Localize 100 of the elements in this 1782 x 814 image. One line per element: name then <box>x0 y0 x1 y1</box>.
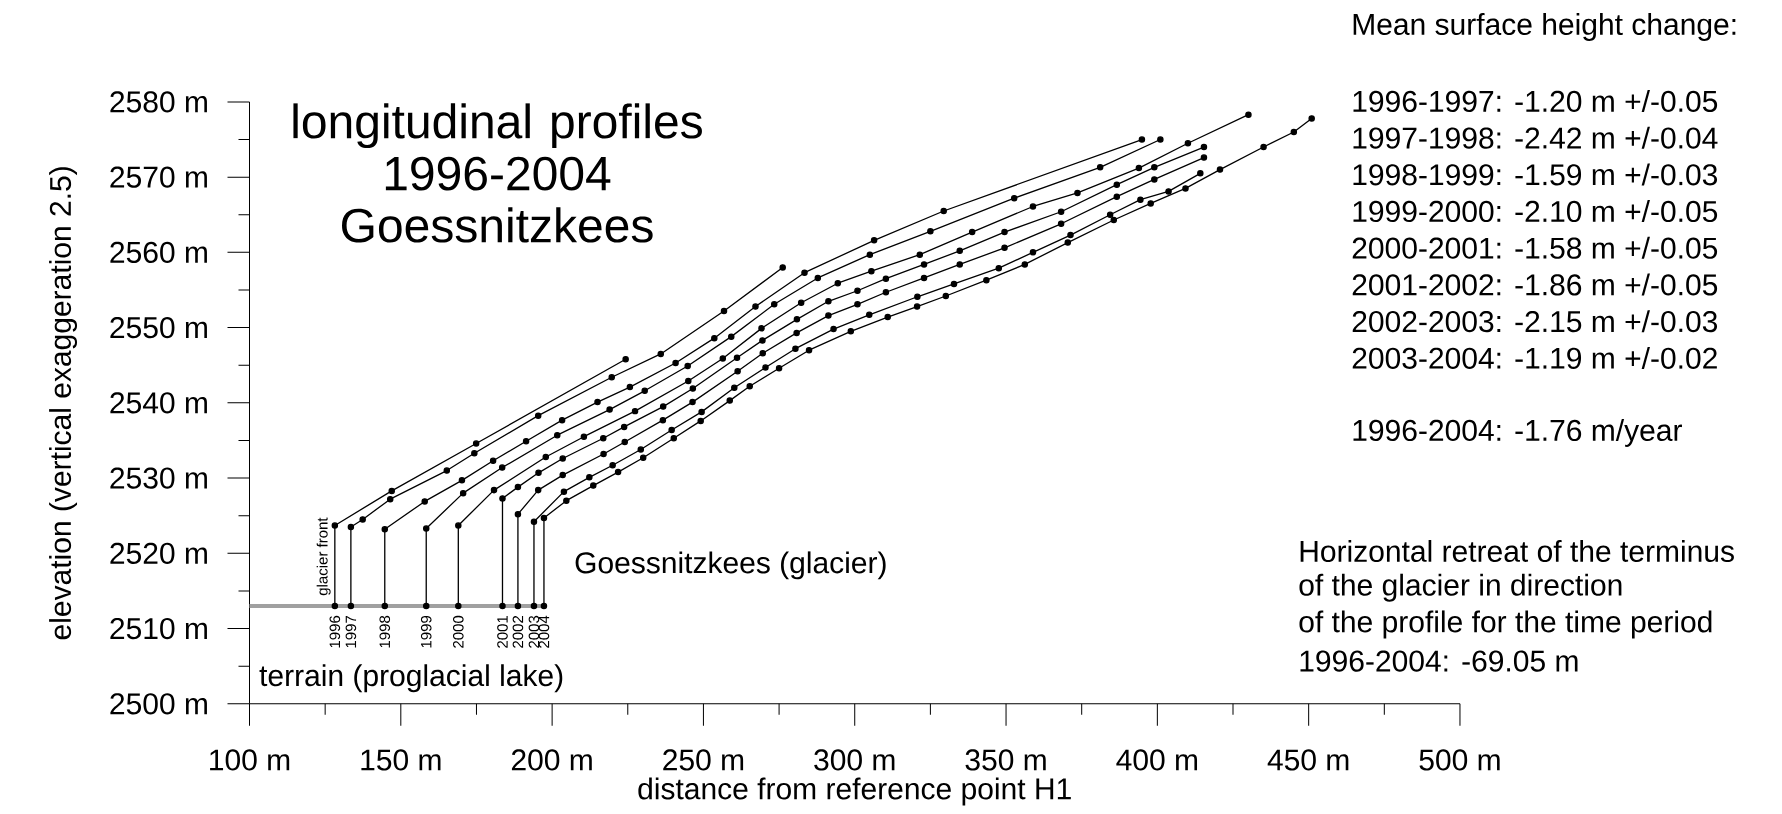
point <box>868 267 875 275</box>
annotation: 1997-1998: -2.42 m +/-0.04 <box>1353 126 1718 149</box>
point <box>825 312 832 319</box>
point <box>347 523 355 531</box>
point <box>920 261 928 268</box>
point <box>734 368 741 375</box>
annotation: of the profile for the time period <box>1299 610 1712 639</box>
x-tick-label: 200 m <box>511 749 592 771</box>
point <box>458 477 466 484</box>
point <box>600 450 607 458</box>
annotation: 2000-2001: -1.58 m +/-0.05 <box>1352 236 1718 259</box>
point <box>719 355 727 362</box>
point <box>942 292 950 300</box>
point <box>759 337 766 344</box>
text: 2001 <box>497 615 508 648</box>
text: longitudinal profiles 1996-2004 Goessnitzkees <box>293 103 702 243</box>
point <box>388 487 395 495</box>
point <box>608 374 615 381</box>
point <box>759 349 766 357</box>
point <box>728 333 735 340</box>
point <box>697 417 704 425</box>
point <box>620 423 628 431</box>
point <box>499 602 506 610</box>
point <box>631 407 639 415</box>
annotation: 1999-2000: -2.10 m +/-0.05 <box>1353 200 1718 223</box>
point <box>359 516 366 523</box>
point <box>637 446 645 453</box>
point <box>331 522 339 529</box>
text: 1999 <box>420 615 432 648</box>
point <box>731 384 738 392</box>
x-tick-label: 500 m <box>1419 749 1500 771</box>
y-tick-label: 2520 m <box>110 542 207 564</box>
point <box>940 207 947 215</box>
point <box>1308 115 1315 122</box>
point <box>498 464 506 471</box>
point <box>657 350 665 358</box>
y-tick-label: 2530 m <box>110 467 207 489</box>
x-axis-title: distance from reference point H1 <box>638 777 1071 806</box>
point <box>950 280 958 288</box>
point <box>1138 136 1146 143</box>
point <box>1216 166 1224 173</box>
point <box>522 437 530 445</box>
point <box>995 264 1003 272</box>
annotation: Horizontal retreat of the terminus <box>1300 539 1734 563</box>
point <box>422 525 430 532</box>
point <box>920 274 928 282</box>
point <box>770 301 778 308</box>
point <box>866 311 873 319</box>
point <box>1001 228 1008 236</box>
point <box>421 498 428 505</box>
point <box>641 387 648 395</box>
point <box>746 383 753 390</box>
point <box>775 364 783 372</box>
point <box>1106 211 1114 218</box>
text: 2000 <box>452 615 464 648</box>
point <box>1151 164 1158 171</box>
point <box>805 346 813 354</box>
point <box>559 471 566 479</box>
point <box>685 377 692 385</box>
point <box>1110 216 1118 224</box>
point <box>983 276 990 284</box>
point <box>1147 200 1154 207</box>
point <box>490 486 498 494</box>
point <box>535 469 542 477</box>
point <box>600 434 607 442</box>
point <box>659 416 667 424</box>
point <box>733 354 741 361</box>
point <box>882 289 890 296</box>
annotation: 1996-2004: -69.05 m <box>1300 650 1578 672</box>
point <box>1260 143 1267 151</box>
point <box>882 275 890 282</box>
point <box>670 434 678 442</box>
point <box>530 518 538 525</box>
text: 1998 <box>379 615 391 648</box>
point <box>1067 231 1074 239</box>
point <box>866 251 874 258</box>
point <box>381 602 389 610</box>
point <box>1057 208 1065 215</box>
point <box>762 364 769 371</box>
point <box>606 406 613 413</box>
annotation: terrain (proglacial lake) <box>259 664 563 693</box>
point <box>514 510 522 518</box>
point <box>558 416 566 424</box>
point <box>1182 185 1189 192</box>
point <box>1029 249 1037 256</box>
text: 1996 <box>329 615 341 648</box>
point <box>801 269 808 276</box>
annotation: 1996-2004: -1.76 m/year <box>1353 419 1682 447</box>
annotation: 2001-2002: -1.86 m +/-0.05 <box>1352 273 1718 296</box>
annotation: 1996-1997: -1.20 m +/-0.05 <box>1353 89 1718 113</box>
point <box>459 489 467 497</box>
point <box>854 287 861 294</box>
point <box>913 303 921 310</box>
annotation: Goessnitzkees (glacier) <box>575 551 886 580</box>
point <box>1021 261 1029 268</box>
point <box>455 602 462 610</box>
point <box>472 440 480 447</box>
point <box>534 412 542 419</box>
point <box>514 483 522 491</box>
point <box>514 602 522 610</box>
